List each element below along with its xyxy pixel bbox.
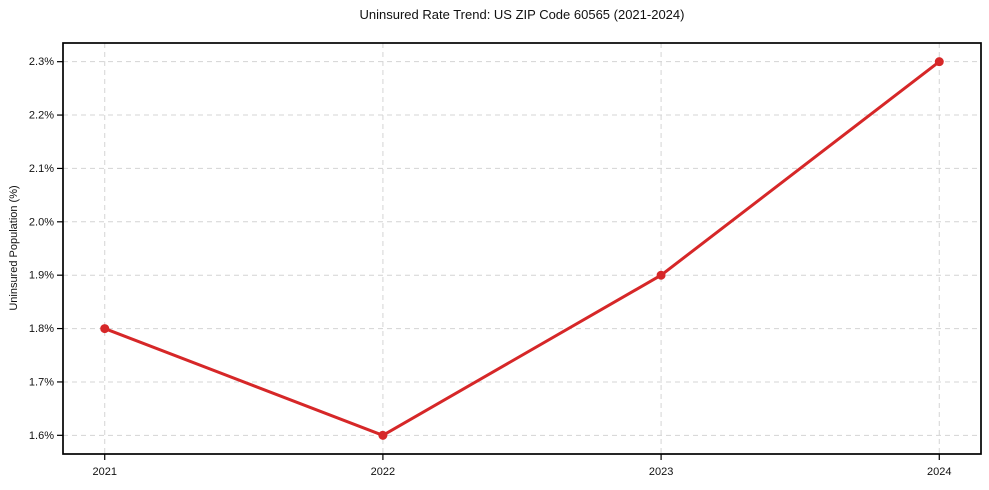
trend-line — [103, 60, 941, 437]
y-tick-label: 1.8% — [29, 323, 54, 335]
y-tick-label: 2.0% — [29, 216, 54, 228]
x-tick-label: 2024 — [927, 466, 951, 478]
x-tick-label: 2022 — [371, 466, 395, 478]
plot-border — [62, 42, 982, 455]
y-tick-label: 1.7% — [29, 376, 54, 388]
y-tick-label: 2.1% — [29, 163, 54, 175]
data-point — [100, 324, 110, 334]
x-tick-label: 2021 — [92, 466, 116, 478]
y-tick-label: 2.2% — [29, 110, 54, 122]
y-tick-label: 1.6% — [29, 430, 54, 442]
y-tick-label: 1.9% — [29, 270, 54, 282]
data-point — [656, 270, 666, 280]
data-point — [934, 57, 944, 67]
chart-title: Uninsured Rate Trend: US ZIP Code 60565 … — [359, 7, 685, 22]
x-tick-label: 2023 — [649, 466, 673, 478]
y-tick-label: 2.3% — [29, 56, 54, 68]
data-point — [378, 430, 388, 440]
